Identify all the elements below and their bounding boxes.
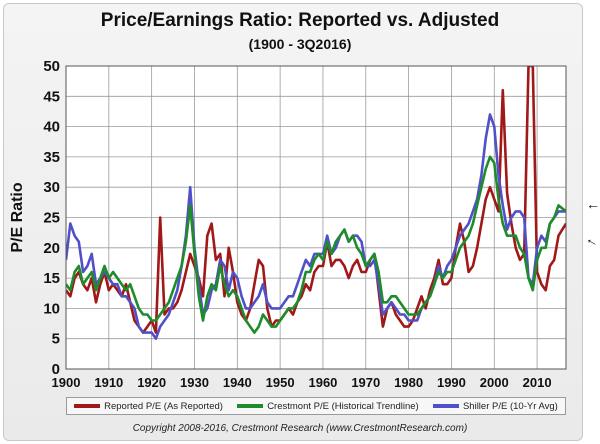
copyright-note: Copyright 2008-2016, Crestmont Research … (132, 423, 468, 434)
chart-subtitle: (1900 - 3Q2016) (248, 36, 352, 52)
legend-swatch-crestmont (237, 404, 264, 408)
legend-item-shiller: Shiller P/E (10-Yr Avg) (432, 400, 558, 412)
legend-swatch-reported (74, 404, 101, 408)
x-tick-label: 2000 (480, 375, 509, 390)
x-tick-label: 1980 (394, 375, 423, 390)
chart-legend: Reported P/E (As Reported) Crestmont P/E… (66, 397, 566, 415)
legend-label-shiller: Shiller P/E (10-Yr Avg) (462, 400, 558, 412)
plot-border (65, 65, 567, 370)
y-tick-label: 40 (43, 119, 60, 136)
legend-label-crestmont: Crestmont P/E (Historical Trendline) (267, 400, 419, 412)
y-tick-label: 45 (43, 88, 60, 105)
chart-title: Price/Earnings Ratio: Reported vs. Adjus… (100, 10, 500, 31)
y-tick-label: 25 (43, 210, 60, 227)
x-tick-label: 2010 (523, 375, 552, 390)
legend-item-crestmont: Crestmont P/E (Historical Trendline) (237, 401, 419, 412)
y-tick-label: 5 (52, 331, 60, 348)
series-line-shiller (66, 113, 566, 340)
legend-item-reported: Reported P/E (As Reported) (74, 401, 223, 412)
x-tick-label: 1950 (266, 375, 295, 390)
x-tick-label: 1990 (437, 375, 466, 390)
series-line-crestmont (66, 155, 566, 334)
y-tick-label: 10 (43, 300, 60, 317)
x-tick-label: 1970 (351, 375, 380, 390)
y-tick-label: 35 (43, 149, 60, 166)
y-tick-label: 20 (43, 240, 60, 257)
x-tick-label: 1960 (308, 375, 337, 390)
x-tick-label: 1920 (137, 375, 166, 390)
y-tick-label: 30 (43, 179, 60, 196)
y-tick-label: 0 (52, 361, 60, 378)
series-line-reported (66, 66, 566, 334)
x-tick-label: 1940 (223, 375, 252, 390)
x-tick-label: 1910 (94, 375, 123, 390)
y-tick-label: 15 (43, 270, 60, 287)
legend-label-reported: Reported P/E (As Reported) (104, 400, 223, 412)
series-layer (66, 66, 566, 340)
x-tick-label: 1900 (52, 375, 81, 390)
y-tick-label: 50 (43, 58, 60, 75)
arrow-left-icon: ← (586, 196, 600, 212)
x-tick-label: 1930 (180, 375, 209, 390)
legend-swatch-shiller (432, 404, 459, 408)
y-axis-label: P/E Ratio (9, 182, 26, 252)
tick-labels: 0 5 10 15 20 25 30 35 40 45 50 1900 1910 1920 1930 1940… (43, 58, 551, 390)
